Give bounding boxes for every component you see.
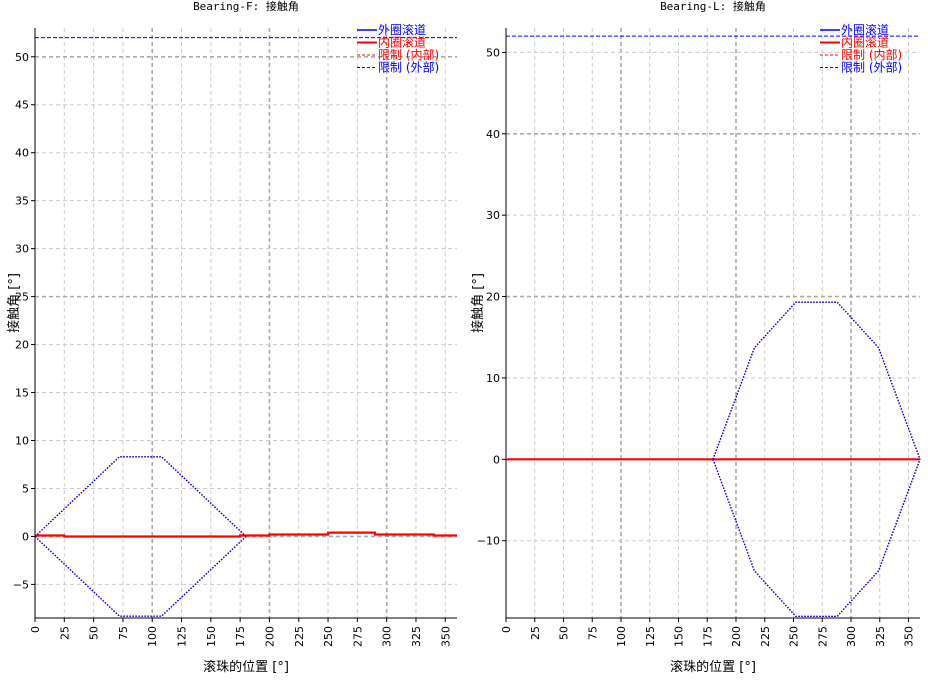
x-tick-label: 100: [146, 626, 159, 647]
legend-label: 内圈滚道: [841, 35, 889, 50]
x-tick-label: 350: [903, 626, 916, 647]
legend-label: 外圈滚道: [378, 22, 426, 37]
x-tick-label: 200: [263, 626, 276, 647]
y-tick-label: 10: [486, 372, 500, 385]
x-tick-label: 25: [58, 626, 71, 640]
series-line-6: [34, 536, 247, 617]
y-tick-label: 50: [486, 46, 500, 59]
series-line-4: [712, 459, 921, 618]
series-group: [506, 35, 921, 618]
legend-label: 限制 (内部): [841, 47, 902, 62]
x-tick-label: 300: [845, 626, 858, 647]
x-tick-label: 0: [29, 626, 42, 633]
x-tick-label: 275: [816, 626, 829, 647]
legend-label: 限制 (外部): [841, 60, 902, 75]
series-line-5: [712, 301, 921, 460]
x-tick-label: 225: [293, 626, 306, 647]
x-tick-label: 100: [615, 626, 628, 647]
grid: [34, 28, 457, 618]
y-tick-label: 20: [486, 291, 500, 304]
y-tick-label: 30: [486, 209, 500, 222]
chart-panel-2: 0 25 50 75 100 125 150 175 200 225 250 275 300 325 350…: [470, 0, 921, 675]
y-tick-label: −5: [13, 578, 29, 591]
x-tick-label: 150: [205, 626, 218, 647]
y-tick-label: 0: [493, 453, 500, 466]
grid: [505, 28, 920, 618]
x-tick-label: 325: [410, 626, 423, 647]
legend-label: 内圈滚道: [378, 35, 426, 50]
y-tick-label: 45: [15, 99, 29, 112]
y-tick-label: 0: [22, 530, 29, 543]
y-tick-label: 5: [22, 482, 29, 495]
y-tick-label: 40: [486, 128, 500, 141]
x-tick-label: 325: [874, 626, 887, 647]
x-tick-label: 25: [529, 626, 542, 640]
x-tick-label: 200: [730, 626, 743, 647]
chart-title: Bearing-L: 接触角: [660, 0, 766, 13]
x-tick-label: 50: [88, 626, 101, 640]
y-tick-label: −10: [477, 535, 500, 548]
y-tick-label: 30: [15, 243, 29, 256]
series-line-2: [35, 531, 457, 538]
chart-panel-1: 0 25 50 75 100 125 150 175 200 225 250 275 300 325 350…: [6, 0, 457, 675]
legend-label: 限制 (内部): [378, 47, 439, 62]
x-tick-label: 75: [117, 626, 130, 640]
y-tick-label: 40: [15, 147, 29, 160]
x-axis-label: 滚珠的位置 [°]: [203, 659, 289, 675]
legend-label: 限制 (外部): [378, 60, 439, 75]
series-group: [34, 37, 457, 617]
x-tick-label: 125: [644, 626, 657, 647]
x-tick-label: 275: [351, 626, 364, 647]
series-line-5: [34, 456, 247, 537]
x-tick-label: 150: [673, 626, 686, 647]
y-axis-label: 接触角 [°]: [6, 273, 22, 333]
y-tick-label: 25: [15, 291, 29, 304]
y-axis-label: 接触角 [°]: [470, 273, 486, 333]
y-tick-label: 15: [15, 387, 29, 400]
y-tick-label: 20: [15, 339, 29, 352]
x-tick-label: 125: [176, 626, 189, 647]
x-axis-label: 滚珠的位置 [°]: [670, 659, 756, 675]
y-tick-label: 50: [15, 51, 29, 64]
x-tick-label: 75: [586, 626, 599, 640]
series-line-3: [712, 301, 921, 460]
series-line-3: [34, 456, 247, 537]
series-line-4: [34, 536, 247, 617]
x-tick-label: 50: [558, 626, 571, 640]
y-tick-label: 35: [15, 195, 29, 208]
x-tick-label: 350: [439, 626, 452, 647]
y-tick-label: 10: [15, 435, 29, 448]
series-line-6: [712, 459, 921, 618]
x-tick-label: 300: [381, 626, 394, 647]
x-tick-label: 175: [701, 626, 714, 647]
legend-label: 外圈滚道: [841, 22, 889, 37]
x-tick-label: 225: [759, 626, 772, 647]
x-tick-label: 175: [234, 626, 247, 647]
x-tick-label: 250: [788, 626, 801, 647]
chart-title: Bearing-F: 接触角: [193, 0, 299, 13]
x-tick-label: 0: [500, 626, 513, 633]
x-tick-label: 250: [322, 626, 335, 647]
